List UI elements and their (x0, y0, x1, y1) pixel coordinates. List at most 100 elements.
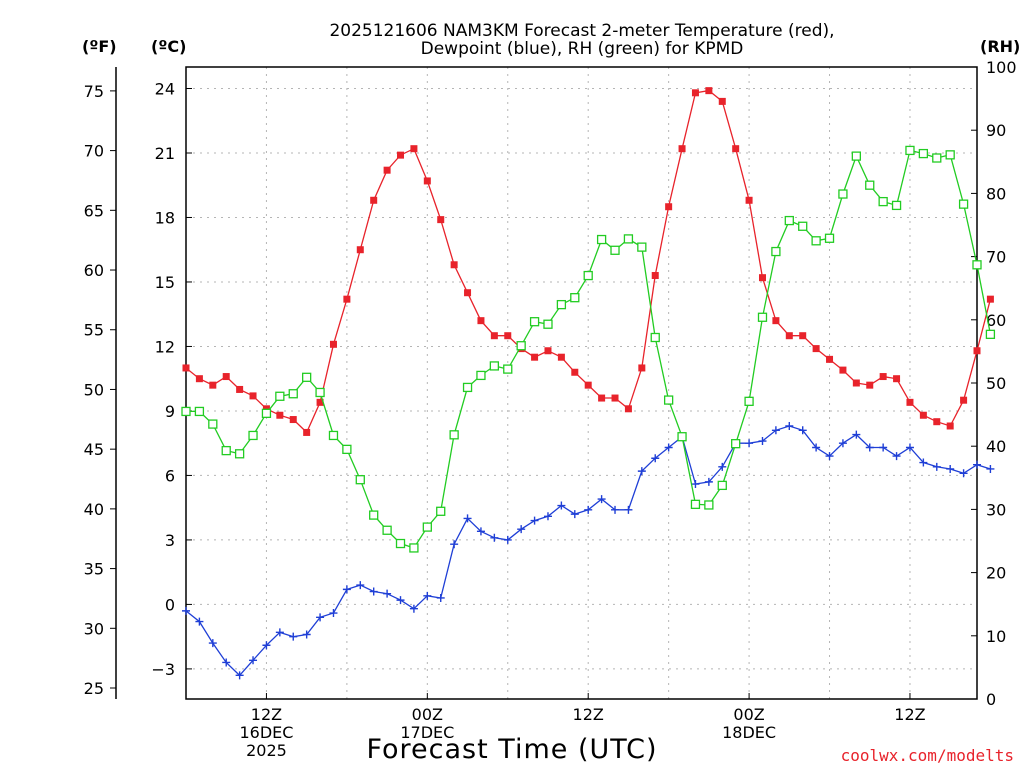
rh-point (529, 317, 540, 327)
temperature-point (866, 381, 874, 389)
fahrenheit-tick-label: 45 (84, 440, 104, 459)
rh-point (369, 510, 379, 520)
rh-point (315, 387, 325, 398)
dewpoint-point (490, 533, 499, 542)
rh-point (302, 372, 312, 382)
series-rh (181, 145, 996, 553)
celsius-tick-label: −3 (151, 660, 175, 679)
dewpoint-point (825, 452, 834, 461)
rh-point (234, 449, 245, 459)
temperature-point (691, 89, 699, 97)
temperature-point (986, 295, 994, 303)
rh-point (275, 391, 285, 401)
rh-tick-label: 0 (986, 690, 996, 709)
fahrenheit-tick-label: 25 (84, 679, 104, 698)
dewpoint-point (758, 437, 767, 446)
rh-point (677, 432, 687, 442)
rh-point (462, 382, 473, 393)
temperature-point (531, 353, 539, 361)
temperature-point (611, 394, 619, 402)
rh-point (556, 299, 567, 310)
temperature-point (852, 379, 860, 387)
temperature-point (772, 317, 780, 325)
temperature-point (758, 274, 766, 282)
fahrenheit-tick-label: 35 (84, 560, 104, 579)
rh-point (918, 148, 929, 159)
dewpoint-point (383, 589, 392, 598)
series-temperature (182, 87, 994, 436)
rh-point (489, 361, 500, 371)
dewpoint-point (986, 464, 995, 473)
rh-point (650, 332, 660, 343)
dewpoint-point (530, 516, 539, 525)
dewpoint-point (329, 609, 338, 618)
temperature-point (745, 196, 753, 204)
dewpoint-point (356, 581, 365, 590)
dewpoint-point (905, 443, 914, 452)
dewpoint-point (195, 617, 204, 626)
dewpoint-point (543, 512, 552, 521)
chart-title-line2: Dewpoint (blue), RH (green) for KPMD (421, 39, 744, 59)
dewpoint-point (852, 430, 861, 439)
dewpoint-point (946, 464, 955, 473)
chart-title-line1: 2025121606 NAM3KM Forecast 2-meter Tempe… (329, 21, 834, 41)
temperature-point (289, 416, 297, 424)
temperature-point (249, 392, 257, 400)
rh-point (570, 293, 580, 303)
celsius-tick-label: 6 (165, 466, 175, 485)
rh-point (355, 475, 365, 485)
dewpoint-point (664, 443, 673, 452)
rh-point (757, 312, 768, 322)
temperature-point (839, 366, 847, 374)
dewpoint-point (302, 630, 311, 639)
temperature-point (638, 364, 646, 372)
rh-point (503, 364, 513, 374)
rh-point (865, 180, 875, 190)
rh-point (824, 233, 835, 243)
fahrenheit-tick-label: 30 (84, 619, 104, 638)
rh-point (637, 242, 647, 252)
rh-point (704, 500, 714, 510)
rh-point (476, 370, 486, 381)
temperature-point (960, 396, 968, 404)
dewpoint-point (557, 501, 566, 510)
rh-point (436, 506, 446, 516)
temperature-point (973, 347, 981, 355)
dewpoint-point (517, 525, 526, 534)
rh-point (610, 245, 620, 255)
celsius-tick-label: 12 (155, 337, 175, 356)
temperature-point (370, 196, 378, 204)
dewpoint-point (919, 458, 928, 467)
rh-tick-label: 80 (986, 184, 1006, 203)
rh-point (972, 260, 982, 270)
temperature-point (343, 295, 351, 303)
temperature-point (919, 411, 927, 419)
rh-point (717, 480, 727, 491)
temperature-point (732, 145, 740, 153)
rh-point (516, 341, 526, 351)
fahrenheit-tick-label: 65 (84, 201, 104, 220)
x-tick-label: 12Z (573, 705, 604, 724)
rh-point (663, 395, 674, 405)
credit-text: coolwx.com/modelts (841, 746, 1014, 765)
dewpoint-point (503, 535, 512, 544)
temperature-point (678, 145, 686, 153)
temperature-point (222, 373, 230, 381)
rh-point (194, 406, 205, 417)
temperature-point (490, 332, 498, 340)
dewpoint-point (798, 426, 807, 435)
temperature-point (329, 340, 337, 348)
rh-point (221, 445, 231, 456)
temperature-point (557, 353, 565, 361)
celsius-tick-label: 18 (155, 208, 175, 227)
temperature-point (812, 345, 820, 353)
rh-point (932, 153, 942, 163)
dewpoint-point (476, 527, 485, 536)
temperature-point (879, 373, 887, 381)
temperature-point (571, 368, 579, 376)
rh-point (395, 538, 406, 549)
temperature-point (383, 166, 391, 174)
temperature-point (906, 398, 914, 406)
dewpoint-point (812, 443, 821, 452)
